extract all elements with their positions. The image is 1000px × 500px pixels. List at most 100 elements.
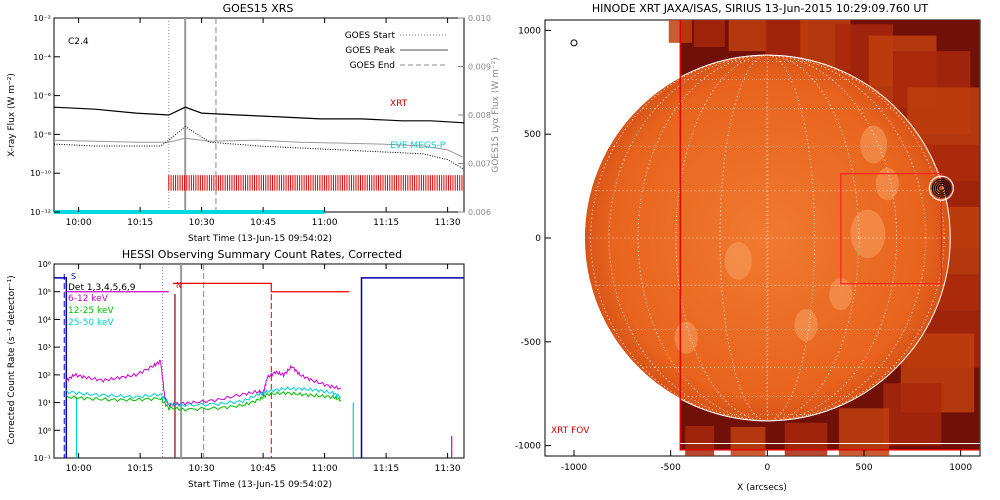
goes-ytick-label: 10⁻⁶ [33, 92, 51, 101]
goes-xtick-label: 11:30 [435, 218, 461, 228]
fov-label: XRT FOV [551, 426, 590, 436]
flare-circle [928, 175, 954, 201]
bright-region [829, 277, 853, 311]
xrt-xtick-label: 1000 [949, 463, 972, 473]
bright-region [875, 167, 899, 201]
goes-panel: GOES15 XRS 10:00 10:15 10:30 10:45 11:00 11:1… [7, 2, 501, 244]
hessi-state-right [360, 277, 464, 458]
hessi-x-ticks: 10:00 10:15 10:30 10:45 11:00 11:15 11:30 [66, 264, 461, 474]
goes-ytick-label: 10⁻¹² [30, 208, 51, 217]
hessi-series-25-50-kev [65, 386, 342, 408]
goes-ytick-label: 10⁻¹⁰ [30, 169, 51, 178]
goes-ytick-label: 10⁻² [33, 14, 51, 23]
corona-block [685, 425, 715, 456]
xrt-ytick-label: 1000 [518, 26, 541, 36]
corner-marker [570, 39, 578, 47]
corona-block [728, 20, 768, 52]
bright-region [724, 241, 752, 280]
flare-class-label: C2.4 [68, 37, 89, 47]
solar-limb [583, 54, 951, 422]
marker-s: S [71, 272, 76, 281]
goes-ytick-label: 10⁻⁸ [33, 130, 51, 139]
corona-block [838, 408, 890, 456]
hessi-legend: Det 1,3,4,5,6,9 6-12 keV 12-25 keV 25-50… [68, 283, 136, 328]
flare-contour [935, 182, 947, 194]
hessi-state-left [54, 277, 68, 458]
goes-y2tick-label: 0.009 [468, 63, 491, 72]
flare-contour [937, 184, 945, 192]
hessi-series [65, 359, 342, 412]
legend-6-12-kev: 6-12 keV [68, 294, 109, 304]
xrt-xtick-label: -1000 [561, 463, 587, 473]
goes-ytick-label: 10⁻⁴ [33, 53, 51, 62]
hessi-state-red [172, 282, 350, 293]
hessi-xtick-label: 11:15 [373, 464, 399, 474]
legend-12-25-kev: 12-25 keV [68, 306, 114, 316]
hessi-xtick-label: 11:30 [435, 464, 461, 474]
bright-region [860, 125, 888, 164]
goes-series-black [53, 106, 465, 124]
hessi-xtick-label: 10:15 [127, 464, 153, 474]
hessi-xlabel: Start Time (13-Jun-15 09:54:02) [188, 480, 332, 490]
hessi-series-12-25-kev [66, 390, 342, 412]
goes-y2label: GOES15 Lyα Flux (W m⁻²) [491, 57, 501, 173]
fov-outline [679, 20, 980, 451]
goes-event-lines [168, 18, 217, 212]
xrt-ytick-label: -500 [521, 338, 542, 348]
xrt-ytick-label: -1000 [515, 442, 541, 452]
goes-xtick-label: 10:00 [66, 218, 92, 228]
goes-xtick-label: 11:15 [373, 218, 399, 228]
goes-ylabel: X-ray Flux (W m⁻²) [7, 73, 17, 157]
goes-xtick-label: 10:45 [250, 218, 276, 228]
eve-series-label: EVE MEGS-P [390, 141, 446, 151]
goes-legend: GOES Start GOES Peak GOES End [345, 31, 448, 71]
hessi-ytick-label: 10⁻¹ [33, 454, 51, 463]
hessi-xtick-label: 10:00 [66, 464, 92, 474]
hessi-ylabel: Corrected Count Rate (s⁻¹ detector⁻¹) [7, 275, 17, 444]
longitude-line [590, 54, 945, 422]
solar-disk [584, 55, 951, 421]
xrt-xtick-label: 500 [855, 463, 872, 473]
xrt-xlabel: X (arcsecs) [737, 483, 787, 493]
corona-block [883, 383, 942, 446]
corona-block [693, 20, 725, 47]
corona-block [730, 426, 766, 456]
xrt-axis-ticks: -1000 -500 0 500 1000 -1000 -500 0 500 1000 [515, 26, 973, 473]
goes-xlabel: Start Time (13-Jun-15 09:54:02) [188, 234, 332, 244]
hessi-xtick-label: 10:45 [250, 464, 276, 474]
xrt-ytick-label: 500 [524, 130, 541, 140]
goes-y2tick-label: 0.007 [468, 160, 491, 169]
hessi-panel: HESSI Observing Summary Count Rates, Cor… [7, 248, 465, 490]
hessi-ytick-label: 10⁶ [38, 260, 51, 269]
goes-y2tick-label: 0.006 [468, 208, 491, 217]
hessi-plot-frame [53, 263, 465, 459]
goes-y-ticks: 10⁻¹² 10⁻¹⁰ 10⁻⁸ 10⁻⁶ 10⁻⁴ 10⁻² [30, 14, 60, 217]
hessi-xtick-label: 11:00 [312, 464, 338, 474]
bright-region [850, 209, 886, 259]
xrt-image [570, 20, 980, 456]
goes-series [53, 106, 465, 214]
hessi-xtick-label: 10:30 [189, 464, 215, 474]
goes-xtick-label: 10:30 [189, 218, 215, 228]
marker-n: N [176, 281, 182, 290]
hessi-y-ticks: 10⁻¹ 10⁰ 10¹ 10² 10³ 10⁴ 10⁵ 10⁶ [33, 260, 60, 463]
legend-goes-end: GOES End [350, 61, 395, 71]
xrt-panel: HINODE XRT JAXA/ISAS, SIRIUS 13-Jun-2015… [515, 2, 981, 493]
legend-goes-peak: GOES Peak [345, 46, 395, 56]
xrt-ticks [168, 175, 463, 191]
goes-y2-ticks: 0.006 0.007 0.008 0.009 0.010 [458, 14, 491, 217]
legend-25-50-kev: 25-50 keV [68, 318, 114, 328]
goes-xtick-label: 11:00 [312, 218, 338, 228]
hessi-ytick-label: 10¹ [38, 399, 51, 408]
goes-series-gray [53, 137, 465, 159]
bright-region [794, 309, 818, 342]
goes-y2tick-label: 0.010 [468, 14, 491, 23]
xrt-title: HINODE XRT JAXA/ISAS, SIRIUS 13-Jun-2015… [592, 2, 929, 15]
legend-goes-start: GOES Start [345, 31, 396, 41]
hessi-ytick-label: 10² [38, 371, 51, 380]
hessi-ytick-label: 10³ [38, 343, 51, 352]
goes-xtick-label: 10:15 [127, 218, 153, 228]
xrt-xtick-label: -500 [660, 463, 681, 473]
hessi-series-6-12-kev [65, 359, 342, 409]
